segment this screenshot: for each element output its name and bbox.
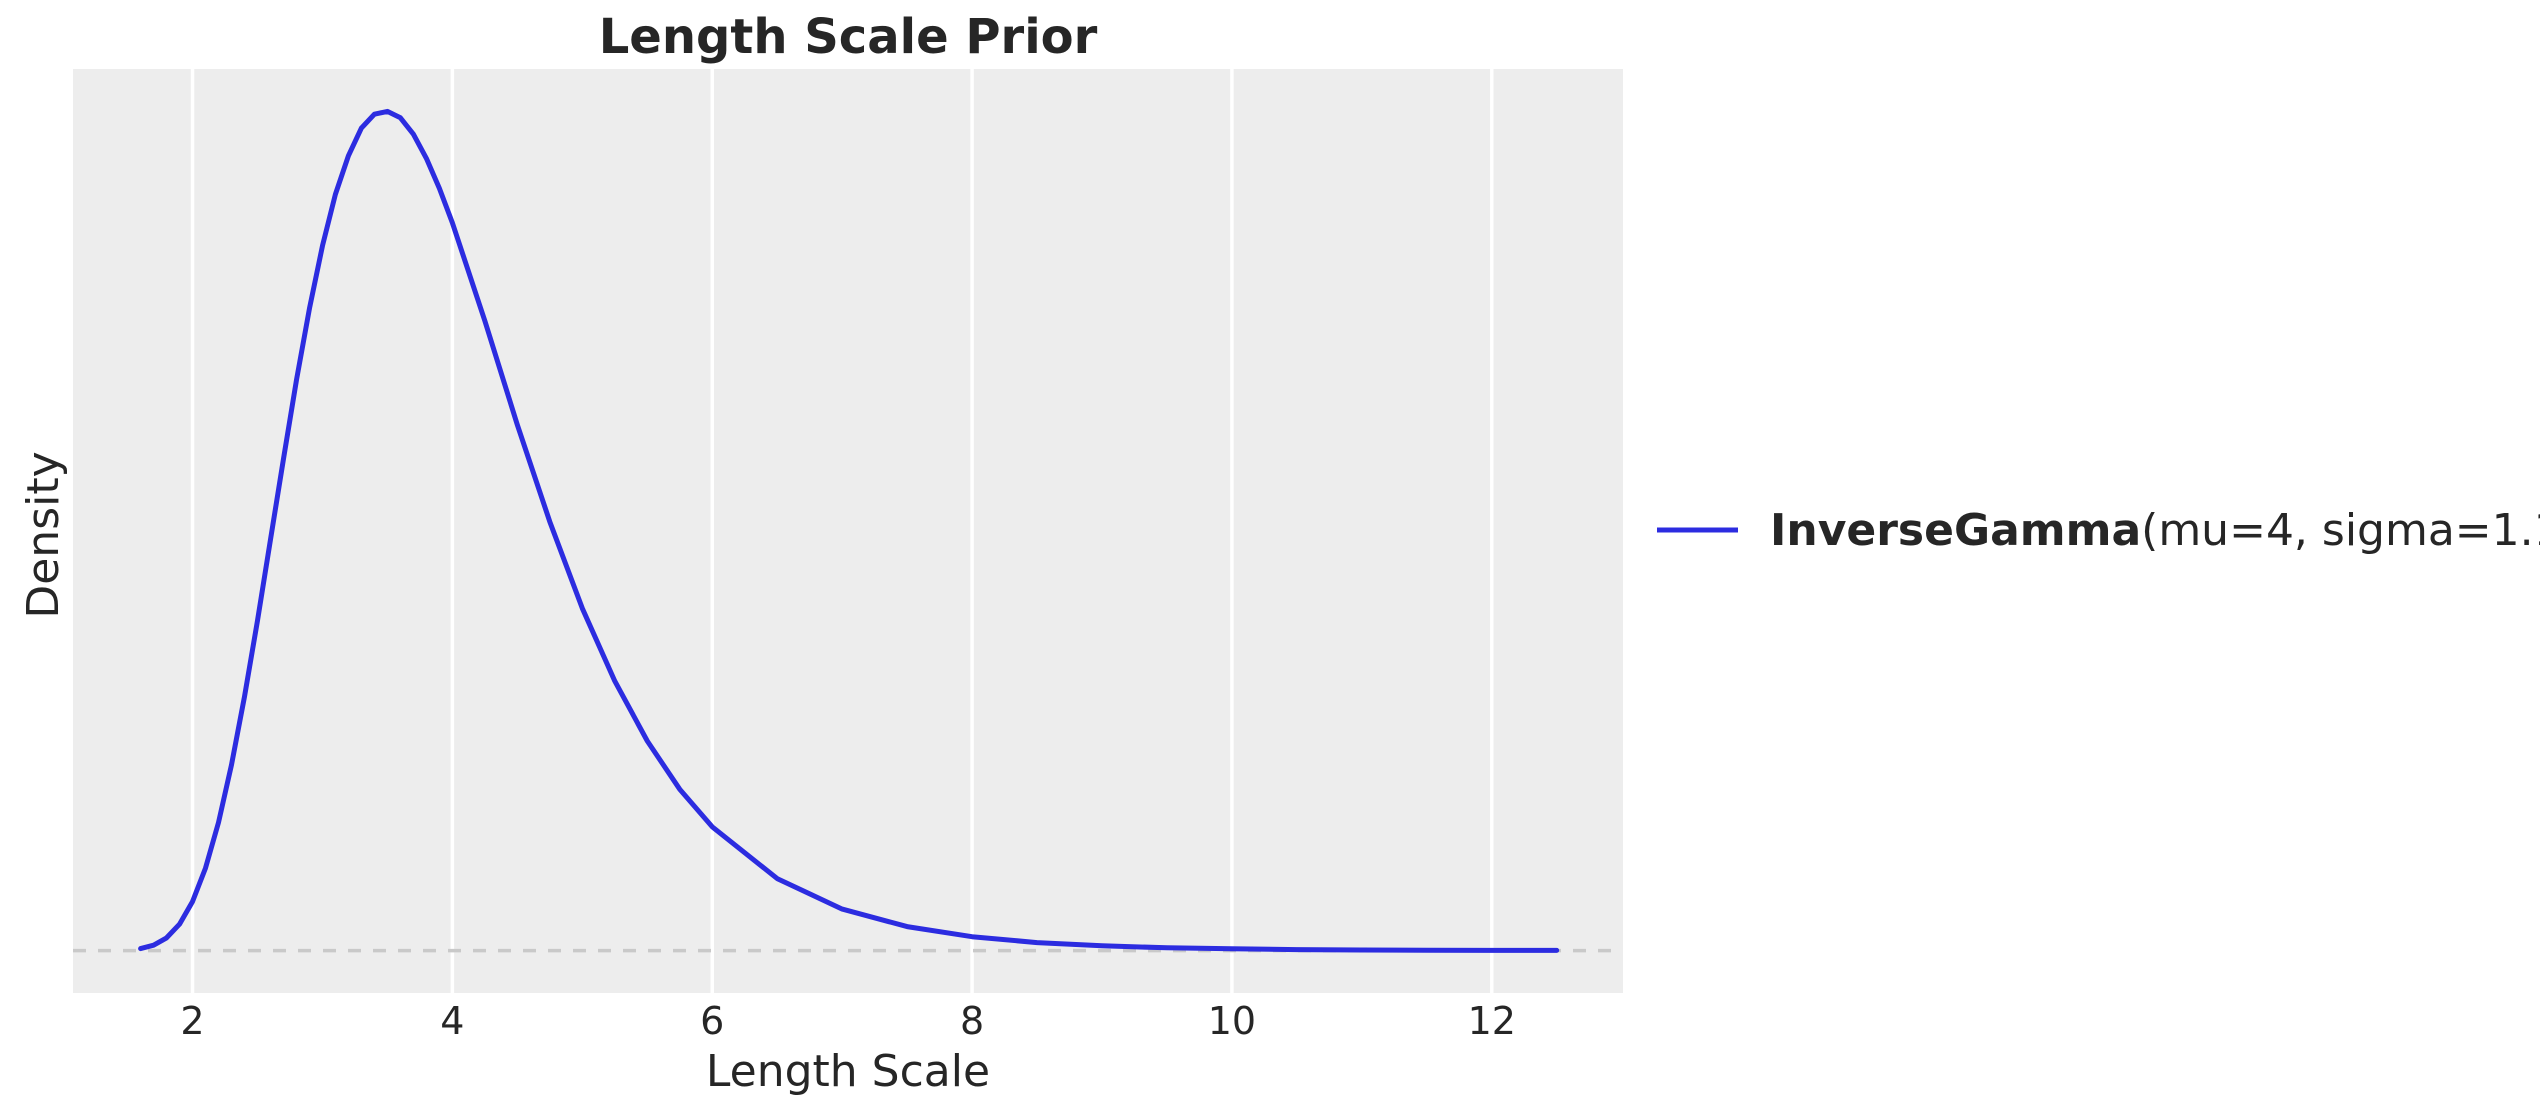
chart-title: Length Scale Prior — [599, 9, 1098, 65]
x-tick-label-2: 2 — [180, 999, 204, 1043]
x-tick-label-8: 8 — [960, 999, 984, 1043]
plot-background — [73, 69, 1623, 993]
x-tick-label-6: 6 — [700, 999, 724, 1043]
x-tick-label-4: 4 — [440, 999, 464, 1043]
y-axis-label: Density — [18, 451, 69, 618]
x-axis-label: Length Scale — [706, 1046, 990, 1097]
x-tick-label-10: 10 — [1208, 999, 1256, 1043]
legend: InverseGamma(mu=4, sigma=1.14) — [1657, 505, 2540, 556]
legend-distribution-name: InverseGamma — [1770, 505, 2141, 556]
x-tick-labels: 2 4 6 8 10 12 — [180, 999, 1516, 1043]
legend-label: InverseGamma(mu=4, sigma=1.14) — [1770, 505, 2540, 556]
density-curve — [138, 108, 1560, 953]
x-tick-label-12: 12 — [1468, 999, 1516, 1043]
legend-params: (mu=4, sigma=1.14) — [2141, 505, 2540, 556]
